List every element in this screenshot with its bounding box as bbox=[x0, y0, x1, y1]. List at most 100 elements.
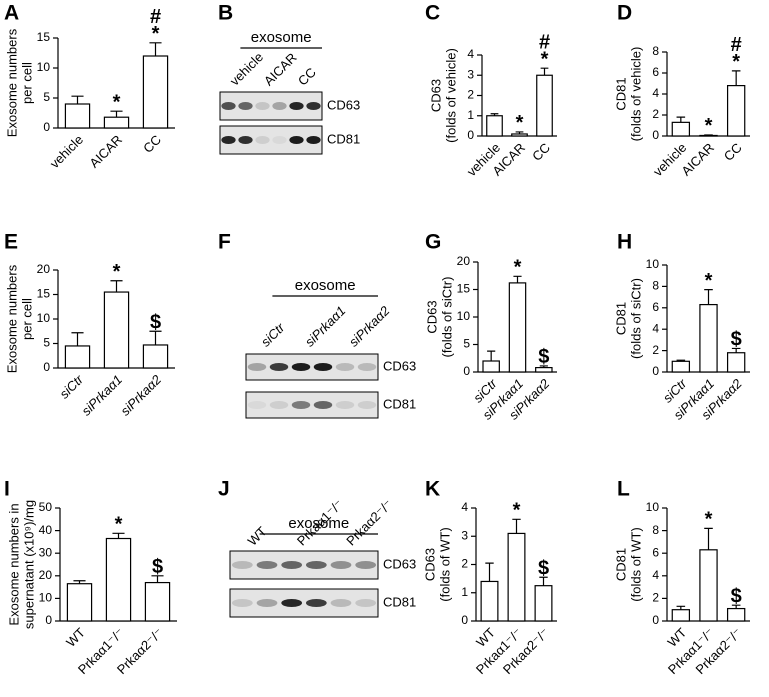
panel-letter: E bbox=[4, 231, 18, 254]
y-tick-label: 8 bbox=[652, 44, 659, 58]
significance-marker: $ bbox=[150, 312, 161, 334]
error-bar bbox=[71, 95, 84, 104]
error-bar bbox=[539, 365, 548, 368]
y-tick-label: 0 bbox=[463, 364, 470, 378]
error-bar bbox=[490, 113, 499, 116]
y-tick-label: 40 bbox=[39, 523, 53, 537]
y-tick-label: 2 bbox=[461, 557, 468, 571]
band-label: CD63 bbox=[383, 556, 416, 571]
y-axis-label: (folds of vehicle) bbox=[628, 47, 643, 142]
y-tick-label: 10 bbox=[37, 60, 51, 74]
y-axis-label: CD63 bbox=[422, 548, 437, 581]
y-tick-label: 0 bbox=[43, 120, 50, 134]
lane-label: siPrkaα2 bbox=[346, 303, 393, 350]
x-tick-label: AICAR bbox=[86, 132, 125, 171]
significance-marker: $ bbox=[731, 329, 742, 351]
blot-band bbox=[281, 599, 303, 607]
y-tick-label: 5 bbox=[43, 90, 50, 104]
y-tick-label: 2 bbox=[652, 343, 659, 357]
bar bbox=[671, 609, 691, 622]
lane-label: WT bbox=[245, 524, 270, 549]
y-tick-label: 0 bbox=[467, 128, 474, 142]
blot-band bbox=[355, 599, 377, 607]
significance-marker: # bbox=[731, 34, 742, 56]
error-bar bbox=[704, 289, 713, 305]
blot-band bbox=[357, 363, 377, 371]
panel-letter: C bbox=[425, 2, 440, 25]
x-tick-label: CC bbox=[140, 132, 164, 156]
significance-marker: * bbox=[113, 91, 121, 113]
error-bar bbox=[731, 347, 741, 353]
panel-letter: A bbox=[4, 2, 19, 25]
bar bbox=[480, 580, 499, 622]
y-tick-label: 6 bbox=[652, 545, 659, 559]
significance-marker: # bbox=[539, 31, 550, 53]
blot-strip bbox=[229, 588, 379, 618]
blot-strip bbox=[245, 353, 379, 381]
x-tick-label: siPrkaα2 bbox=[118, 371, 165, 418]
bar bbox=[66, 583, 93, 622]
blot-band bbox=[330, 561, 352, 569]
lane-label: siPrkaα1 bbox=[302, 303, 349, 350]
lane-label: AICAR bbox=[261, 50, 300, 89]
y-tick-label: 10 bbox=[646, 500, 660, 514]
error-bar bbox=[151, 575, 164, 583]
blot-band bbox=[357, 401, 377, 409]
y-tick-label: 4 bbox=[461, 500, 468, 514]
error-bar bbox=[731, 70, 741, 86]
x-tick-label: vehicle bbox=[47, 132, 86, 171]
x-tick-label: siPrkaα1 bbox=[79, 372, 126, 419]
y-axis-label: CD63 bbox=[424, 300, 439, 333]
bar bbox=[726, 84, 746, 137]
bar bbox=[534, 585, 553, 622]
lane-label: siCtr bbox=[258, 320, 288, 350]
significance-marker: $ bbox=[538, 557, 549, 579]
y-tick-label: 2 bbox=[652, 107, 659, 121]
blot-band bbox=[335, 363, 355, 371]
y-tick-label: 0 bbox=[45, 613, 52, 627]
error-bar bbox=[73, 580, 86, 584]
y-axis-label: (folds of WT) bbox=[628, 527, 643, 601]
bar bbox=[671, 360, 691, 373]
blot-band bbox=[256, 599, 278, 607]
y-tick-label: 0 bbox=[461, 613, 468, 627]
blot-band bbox=[247, 401, 267, 409]
bar bbox=[507, 532, 526, 622]
y-axis-label: (folds of vehicle) bbox=[443, 48, 458, 143]
error-bar bbox=[112, 532, 125, 539]
error-bar bbox=[110, 110, 123, 118]
blot-band bbox=[313, 401, 333, 409]
x-tick-label: CC bbox=[529, 140, 553, 164]
blot-band bbox=[272, 136, 287, 144]
error-bar bbox=[513, 275, 522, 283]
blot-band bbox=[272, 102, 287, 110]
blot-band bbox=[221, 102, 236, 110]
blot-band bbox=[289, 102, 304, 110]
significance-marker: * bbox=[514, 257, 522, 279]
y-axis-label: supernatant (x10⁹)/mg bbox=[21, 500, 36, 629]
y-tick-label: 4 bbox=[652, 321, 659, 335]
error-bar bbox=[539, 576, 548, 586]
error-bar bbox=[485, 562, 494, 582]
error-bar bbox=[676, 116, 686, 123]
blot-strip bbox=[219, 125, 323, 155]
y-tick-label: 4 bbox=[652, 86, 659, 100]
y-axis-label: per cell bbox=[19, 62, 34, 104]
x-tick-label: WT bbox=[63, 625, 88, 650]
bar bbox=[508, 282, 527, 373]
lane-label: vehicle bbox=[227, 49, 266, 88]
panel-letter: H bbox=[617, 231, 632, 254]
blot-band bbox=[231, 599, 253, 607]
significance-marker: * bbox=[705, 270, 713, 292]
y-axis-label: per cell bbox=[19, 298, 34, 340]
panel-letter: I bbox=[4, 478, 10, 501]
y-tick-label: 1 bbox=[467, 108, 474, 122]
significance-marker: $ bbox=[731, 585, 742, 607]
significance-marker: $ bbox=[152, 556, 163, 578]
error-bar bbox=[540, 67, 549, 76]
y-tick-label: 8 bbox=[652, 523, 659, 537]
blot-band bbox=[305, 599, 327, 607]
blot-band bbox=[238, 136, 253, 144]
bar bbox=[105, 537, 132, 622]
